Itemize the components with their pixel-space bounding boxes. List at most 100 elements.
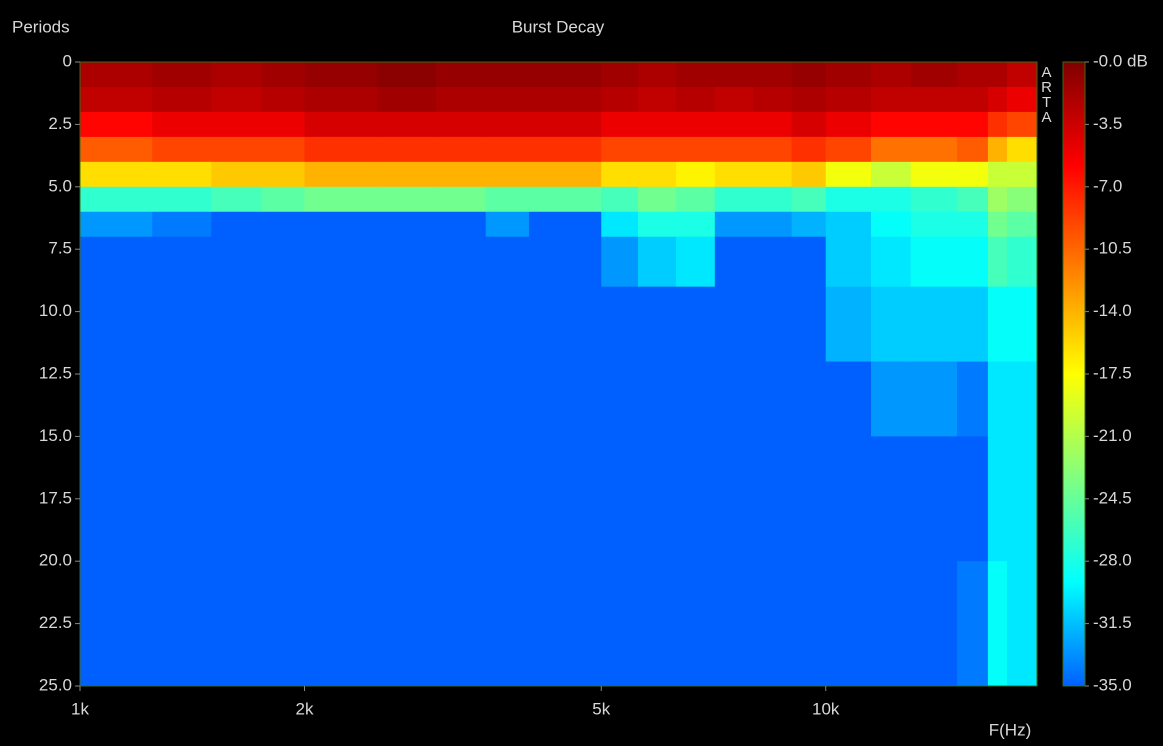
heatmap-cell <box>1006 161 1038 188</box>
colorbar <box>1062 61 1086 687</box>
heatmap-cell <box>753 436 793 562</box>
heatmap-cell <box>435 236 487 288</box>
heatmap-cell <box>714 186 754 213</box>
heatmap-cell <box>152 186 212 213</box>
heatmap-cell <box>211 361 262 437</box>
heatmap-cell <box>957 111 989 138</box>
heatmap-cell <box>987 286 1008 363</box>
heatmap-cell <box>637 161 677 188</box>
heatmap-cell <box>435 136 487 163</box>
heatmap-cell <box>676 211 716 238</box>
heatmap-cell <box>1006 361 1038 437</box>
heatmap-cell <box>211 161 262 188</box>
heatmap-cell <box>435 111 487 138</box>
heatmap-cell <box>1006 286 1038 363</box>
heatmap-cell <box>80 86 153 113</box>
heatmap-cell <box>753 361 793 437</box>
x-tick-label: 1k <box>71 699 89 718</box>
heatmap-cell <box>435 161 487 188</box>
heatmap-cell <box>714 86 754 113</box>
heatmap-cell <box>676 561 716 687</box>
heatmap-cell <box>80 361 153 437</box>
heatmap-cell <box>825 286 872 363</box>
heatmap-cell <box>152 136 212 163</box>
heatmap-cell <box>601 62 639 88</box>
y-tick-label: 7.5 <box>48 239 72 258</box>
heatmap-cell <box>870 86 912 113</box>
heatmap-cell <box>528 161 602 188</box>
heatmap-cell <box>435 186 487 213</box>
heatmap-cell <box>152 561 212 687</box>
heatmap-cell <box>528 236 602 288</box>
y-tick-label: 15.0 <box>39 426 72 445</box>
heatmap-cell <box>637 286 677 363</box>
heatmap-cell <box>910 186 958 213</box>
heatmap-cell <box>791 86 827 113</box>
heatmap-cell <box>910 136 958 163</box>
heatmap-cell <box>676 62 716 88</box>
heatmap-cell <box>485 111 530 138</box>
heatmap-cell <box>485 86 530 113</box>
heatmap-cell <box>870 561 912 687</box>
y-tick-label: 22.5 <box>39 613 72 632</box>
heatmap-cell <box>152 236 212 288</box>
heatmap-cell <box>485 436 530 562</box>
heatmap-cell <box>987 161 1008 188</box>
heatmap-cell <box>80 161 153 188</box>
watermark: ARTA <box>1038 64 1055 124</box>
heatmap-cell <box>714 211 754 238</box>
heatmap-cell <box>957 62 989 88</box>
heatmap-cell <box>714 136 754 163</box>
x-axis-label: F(Hz) <box>989 720 1031 739</box>
heatmap-cell <box>435 561 487 687</box>
heatmap-cell <box>870 62 912 88</box>
heatmap-cell <box>870 286 912 363</box>
heatmap-cell <box>825 561 872 687</box>
heatmap-cell <box>987 436 1008 562</box>
heatmap-cell <box>211 211 262 238</box>
heatmap-cell <box>987 62 1008 88</box>
heatmap-cell <box>80 186 153 213</box>
heatmap-cell <box>211 62 262 88</box>
heatmap-cell <box>957 86 989 113</box>
heatmap-cell <box>987 111 1008 138</box>
heatmap-cell <box>261 561 305 687</box>
heatmap-cell <box>601 136 639 163</box>
heatmap-cell <box>376 561 437 687</box>
heatmap-cell <box>910 286 958 363</box>
heatmap-cell <box>637 186 677 213</box>
heatmap-cell <box>261 361 305 437</box>
heatmap-cell <box>152 62 212 88</box>
y-tick-label: 17.5 <box>39 488 72 507</box>
heatmap-cell <box>791 111 827 138</box>
heatmap-cell <box>261 211 305 238</box>
heatmap-cell <box>376 136 437 163</box>
heatmap-cell <box>304 211 378 238</box>
heatmap-cell <box>485 161 530 188</box>
heatmap-cell <box>753 211 793 238</box>
heatmap-cell <box>870 161 912 188</box>
heatmap-cell <box>528 286 602 363</box>
heatmap-cell <box>376 211 437 238</box>
heatmap-cell <box>957 236 989 288</box>
heatmap-cell <box>676 186 716 213</box>
heatmap-cell <box>714 111 754 138</box>
heatmap-cell <box>80 211 153 238</box>
heatmap-cell <box>211 86 262 113</box>
heatmap-cell <box>714 561 754 687</box>
heatmap-cell <box>637 361 677 437</box>
heatmap-cell <box>485 236 530 288</box>
heatmap-cell <box>791 136 827 163</box>
colorbar-tick-label: -24.5 <box>1093 488 1132 507</box>
heatmap-cell <box>910 561 958 687</box>
heatmap-cell <box>435 86 487 113</box>
heatmap-cell <box>376 236 437 288</box>
colorbar-tick-label: -31.5 <box>1093 613 1132 632</box>
heatmap-cell <box>601 286 639 363</box>
heatmap-cell <box>753 286 793 363</box>
colorbar-tick-label: -7.0 <box>1093 176 1122 195</box>
colorbar-tick-label: -35.0 <box>1093 675 1132 694</box>
heatmap-cell <box>753 62 793 88</box>
heatmap-cell <box>957 561 989 687</box>
heatmap-cell <box>601 161 639 188</box>
